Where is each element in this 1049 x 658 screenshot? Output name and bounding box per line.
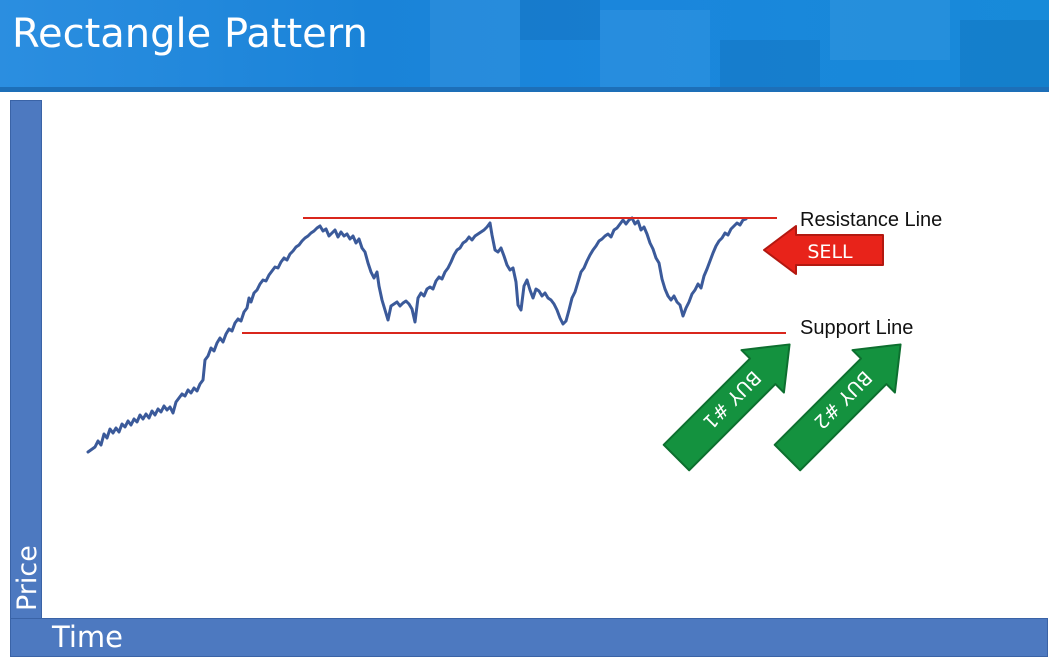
time-axis-label: Time xyxy=(52,620,123,654)
buy-1-arrow-shape xyxy=(662,343,791,472)
support-line-label: Support Line xyxy=(800,317,913,339)
slide-title: Rectangle Pattern xyxy=(12,11,368,57)
price-line xyxy=(86,216,748,454)
banner-tile xyxy=(960,20,1049,87)
buy-2-arrow-shape xyxy=(773,343,902,472)
sell-arrow-shape xyxy=(763,225,884,275)
sell-arrow-label: SELL xyxy=(807,241,853,263)
price-axis-bar xyxy=(10,100,42,620)
banner-tile xyxy=(600,10,710,87)
banner-tile xyxy=(520,0,600,40)
banner-tile xyxy=(430,0,520,87)
banner-tile xyxy=(720,40,820,87)
title-banner: Rectangle Pattern xyxy=(0,0,1049,87)
sell-arrow: SELL xyxy=(763,225,884,275)
banner-underline xyxy=(0,87,1049,92)
resistance-line-label: Resistance Line xyxy=(800,209,942,231)
banner-tile xyxy=(830,0,950,60)
time-axis-bar xyxy=(10,618,1048,657)
